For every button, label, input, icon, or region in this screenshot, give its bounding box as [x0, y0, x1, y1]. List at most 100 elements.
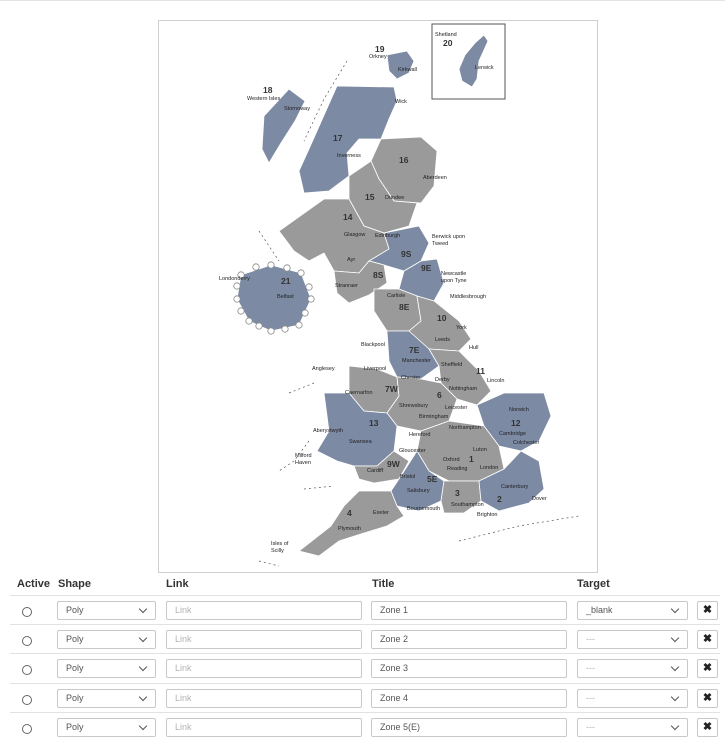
- delete-button[interactable]: ✖: [697, 630, 718, 649]
- zone-label: 13: [369, 418, 379, 428]
- place-label: Northampton: [449, 425, 481, 431]
- title-input[interactable]: Zone 2: [371, 630, 567, 649]
- place-label: Reading: [447, 466, 468, 472]
- place-label: Sheffield: [441, 362, 462, 368]
- delete-button[interactable]: ✖: [697, 659, 718, 678]
- place-label: Bournemouth: [407, 506, 440, 512]
- place-label: London: [480, 465, 498, 471]
- top-divider: [0, 0, 725, 1]
- zone-label: 12: [511, 418, 521, 428]
- shape-select[interactable]: Poly: [57, 630, 156, 649]
- place-label: Birmingham: [419, 414, 449, 420]
- shape-select[interactable]: Poly: [57, 659, 156, 678]
- map-canvas[interactable]: 18 19 20 17 16 15 14 21 9S 9E 8S 8E 10 7…: [158, 20, 598, 573]
- place-label: Tweed: [432, 241, 448, 247]
- zone-label: 19: [375, 44, 385, 54]
- zone-label: 8E: [399, 302, 410, 312]
- zone-shape-2[interactable]: [478, 450, 545, 512]
- place-label: Wick: [395, 99, 407, 105]
- place-label: Cambridge: [499, 431, 526, 437]
- active-radio[interactable]: [22, 665, 32, 675]
- zone-shape-4[interactable]: [298, 490, 405, 557]
- place-label: Gloucester: [399, 448, 426, 454]
- place-label: Derby: [435, 377, 450, 383]
- target-select[interactable]: ---: [577, 689, 688, 708]
- place-label: Stranraer: [335, 283, 358, 289]
- link-input[interactable]: Link: [166, 630, 362, 649]
- place-label: Cardiff: [367, 468, 384, 474]
- zone-island-label: Western Isles: [247, 96, 280, 102]
- target-select[interactable]: ---: [577, 659, 688, 678]
- link-input[interactable]: Link: [166, 689, 362, 708]
- close-icon: ✖: [702, 633, 713, 645]
- active-radio[interactable]: [22, 724, 32, 734]
- place-label: Middlesbrough: [450, 294, 486, 300]
- place-label: Anglesey: [312, 366, 335, 372]
- zone-label: 18: [263, 85, 273, 95]
- zone-shape-8s[interactable]: [333, 260, 388, 304]
- zone-label: 20: [443, 38, 453, 48]
- place-label: Leicester: [445, 405, 467, 411]
- active-radio[interactable]: [22, 636, 32, 646]
- title-input[interactable]: Zone 1: [371, 601, 567, 620]
- zone-label: 6: [437, 390, 442, 400]
- active-radio[interactable]: [22, 607, 32, 617]
- place-label: Chester: [401, 375, 420, 381]
- row-divider: [10, 683, 720, 684]
- place-label: Isles of: [271, 541, 289, 547]
- header-shape: Shape: [58, 578, 92, 590]
- zone-label: 9E: [421, 263, 432, 273]
- zone-label: 10: [437, 313, 447, 323]
- target-select[interactable]: _blank: [577, 601, 688, 620]
- polygon-edit-handles[interactable]: [233, 261, 315, 335]
- zone-label: 4: [347, 508, 352, 518]
- title-input[interactable]: Zone 3: [371, 659, 567, 678]
- place-label: Dover: [532, 496, 547, 502]
- place-label: Kirkwall: [398, 67, 417, 73]
- place-label: Liverpool: [364, 366, 386, 372]
- zone-shape-17[interactable]: [298, 85, 398, 194]
- delete-button[interactable]: ✖: [697, 689, 718, 708]
- place-label: Hull: [469, 345, 478, 351]
- place-label: Londonderry: [219, 276, 250, 282]
- table-row: Poly Link Zone 3 --- ✖: [0, 653, 725, 686]
- place-label: Brighton: [477, 512, 498, 518]
- zone-label: 7W: [385, 384, 399, 394]
- header-title: Title: [372, 578, 395, 590]
- link-input[interactable]: Link: [166, 659, 362, 678]
- place-label: Milford: [295, 453, 312, 459]
- place-label: Shrewsbury: [399, 403, 428, 409]
- zone-shape-19[interactable]: [386, 50, 415, 80]
- table-row: Poly Link Zone 4 --- ✖: [0, 683, 725, 716]
- header-target: Target: [577, 578, 610, 590]
- place-label: Lerwick: [475, 65, 494, 71]
- place-label: York: [456, 325, 467, 331]
- place-label: Edinburgh: [375, 233, 400, 239]
- zone-shape-3[interactable]: [440, 480, 482, 514]
- delete-button[interactable]: ✖: [697, 601, 718, 620]
- place-label: Dundee: [385, 195, 404, 201]
- zone-shape-7e[interactable]: [386, 330, 440, 380]
- place-label: Leeds: [435, 337, 450, 343]
- shape-select[interactable]: Poly: [57, 601, 156, 620]
- zone-shape-20[interactable]: [458, 34, 489, 88]
- header-active: Active: [17, 578, 51, 590]
- uk-zone-map[interactable]: 18 19 20 17 16 15 14 21 9S 9E 8S 8E 10 7…: [159, 21, 597, 572]
- zone-label: 5E: [427, 474, 438, 484]
- shape-select[interactable]: Poly: [57, 689, 156, 708]
- zone-shape-9w[interactable]: [353, 450, 410, 484]
- place-label: upon Tyne: [441, 278, 467, 284]
- link-input[interactable]: Link: [166, 601, 362, 620]
- zone-label: 2: [497, 494, 502, 504]
- place-label: Luton: [473, 447, 487, 453]
- zone-shape-18[interactable]: [261, 88, 306, 164]
- title-input[interactable]: Zone 4: [371, 689, 567, 708]
- place-label: Newcastle: [441, 271, 466, 277]
- target-select[interactable]: ---: [577, 630, 688, 649]
- place-label: Lincoln: [487, 378, 504, 384]
- active-radio[interactable]: [22, 695, 32, 705]
- place-label: Salisbury: [407, 488, 430, 494]
- place-label: Caernarfon: [345, 390, 373, 396]
- place-label: Stornoway: [284, 106, 310, 112]
- zone-label: 9W: [387, 459, 401, 469]
